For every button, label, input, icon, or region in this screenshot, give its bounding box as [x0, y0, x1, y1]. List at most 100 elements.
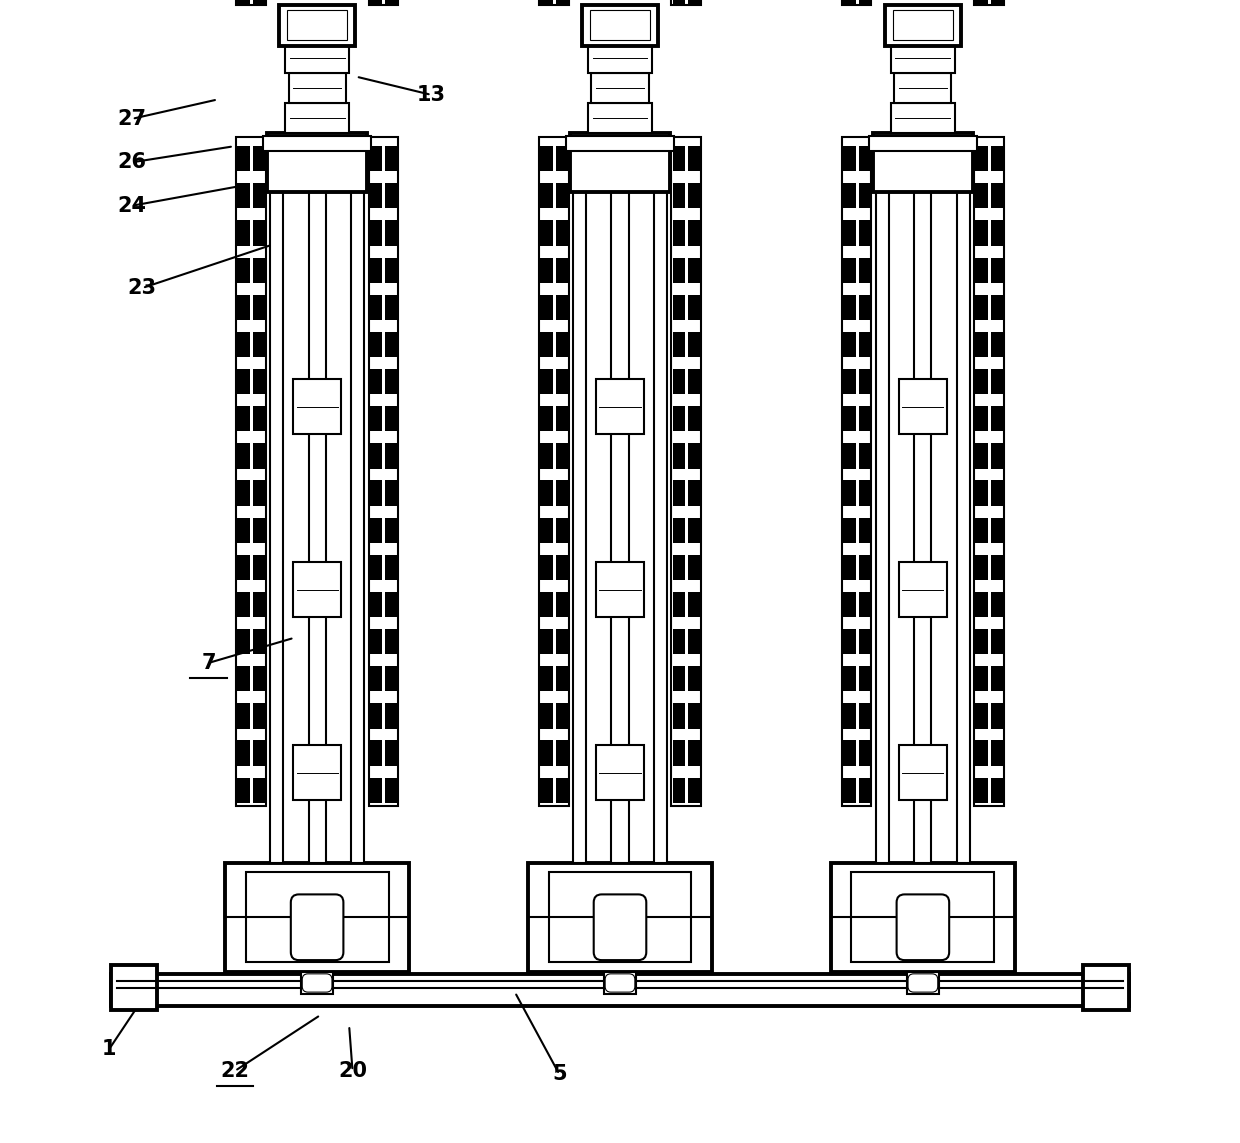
Bar	[688, 369, 701, 394]
Bar	[370, 703, 382, 728]
Bar	[858, 629, 872, 654]
Bar	[976, 443, 988, 469]
Bar	[556, 629, 569, 654]
Bar	[858, 554, 872, 580]
Bar	[976, 146, 988, 171]
Bar	[858, 0, 872, 3]
Bar	[236, 0, 265, 5]
Bar	[991, 554, 1004, 580]
Bar	[370, 629, 382, 654]
Bar	[370, 592, 382, 617]
Bar	[370, 406, 382, 431]
Bar	[370, 257, 382, 282]
Bar	[539, 741, 553, 766]
Bar	[253, 741, 265, 766]
Bar	[285, 43, 350, 73]
Bar	[246, 872, 388, 962]
Bar	[688, 295, 701, 320]
Bar	[370, 518, 382, 543]
Bar	[604, 972, 636, 994]
Bar	[539, 777, 553, 802]
Text: 13: 13	[417, 85, 446, 105]
Bar	[539, 183, 553, 208]
Bar	[556, 183, 569, 208]
Bar	[351, 137, 365, 863]
Text: 7: 7	[201, 653, 216, 673]
Bar	[688, 703, 701, 728]
Bar	[237, 777, 250, 802]
Bar	[528, 863, 712, 972]
Bar	[573, 137, 585, 863]
Bar	[976, 554, 988, 580]
Bar	[976, 295, 988, 320]
Bar	[842, 0, 872, 5]
Bar	[991, 257, 1004, 282]
Bar	[386, 554, 398, 580]
Bar	[539, 443, 553, 469]
Bar	[556, 369, 569, 394]
Bar	[688, 443, 701, 469]
Bar	[843, 443, 856, 469]
Bar	[976, 331, 988, 357]
Bar	[858, 777, 872, 802]
Bar	[843, 146, 856, 171]
Bar	[267, 133, 367, 192]
Bar	[672, 592, 686, 617]
Bar	[688, 592, 701, 617]
Bar	[672, 480, 686, 505]
Bar	[688, 480, 701, 505]
Bar	[858, 443, 872, 469]
Bar	[236, 137, 265, 806]
Bar	[976, 221, 988, 246]
Bar	[556, 554, 569, 580]
Bar	[588, 103, 652, 133]
Bar	[386, 406, 398, 431]
Bar	[991, 295, 1004, 320]
Bar	[253, 257, 265, 282]
Bar	[539, 406, 553, 431]
Bar	[556, 257, 569, 282]
Bar	[539, 518, 553, 543]
Bar	[386, 221, 398, 246]
Bar	[688, 331, 701, 357]
Bar	[976, 183, 988, 208]
Bar	[237, 369, 250, 394]
Bar	[991, 592, 1004, 617]
Text: 5: 5	[552, 1064, 567, 1085]
Bar	[858, 480, 872, 505]
Bar	[873, 133, 973, 192]
Bar	[899, 562, 947, 617]
Bar	[893, 10, 952, 40]
Bar	[370, 554, 382, 580]
Bar	[858, 703, 872, 728]
Bar	[556, 741, 569, 766]
Bar	[370, 146, 382, 171]
Bar	[370, 443, 382, 469]
Bar	[386, 146, 398, 171]
Bar	[976, 592, 988, 617]
Bar	[253, 146, 265, 171]
Bar	[976, 406, 988, 431]
Bar	[386, 183, 398, 208]
Bar	[556, 592, 569, 617]
Bar	[253, 592, 265, 617]
Bar	[237, 0, 250, 3]
Bar	[253, 295, 265, 320]
FancyBboxPatch shape	[908, 974, 937, 992]
Bar	[688, 183, 701, 208]
Bar	[368, 0, 398, 5]
Bar	[370, 221, 382, 246]
Bar	[858, 369, 872, 394]
Bar	[843, 703, 856, 728]
Bar	[237, 443, 250, 469]
Bar	[611, 137, 629, 863]
Bar	[237, 480, 250, 505]
Bar	[842, 137, 872, 806]
Bar	[975, 0, 1004, 5]
Bar	[556, 0, 569, 3]
Bar	[894, 73, 951, 103]
Bar	[885, 5, 961, 46]
Bar	[539, 331, 553, 357]
Bar	[672, 331, 686, 357]
Bar	[858, 518, 872, 543]
